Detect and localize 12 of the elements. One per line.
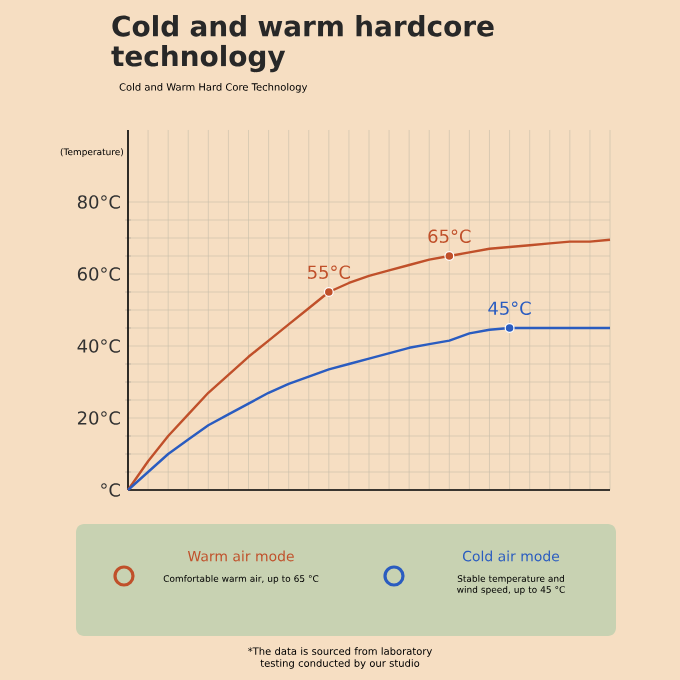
y-tick-label: °C [101, 483, 120, 497]
data-label: 45°C [488, 301, 531, 315]
data-label: 55°C [308, 265, 351, 279]
y-tick-label: 40°C [77, 339, 120, 353]
point [323, 287, 334, 297]
y-tick-label: 20°C [77, 411, 120, 425]
y-tick-label: 80°C [77, 195, 120, 209]
data-label: 65°C [428, 229, 471, 243]
point [504, 323, 515, 333]
y-tick-label: 60°C [77, 267, 120, 281]
point [444, 251, 455, 261]
chart-title: Cold and warm hardcore technology [111, 15, 494, 73]
